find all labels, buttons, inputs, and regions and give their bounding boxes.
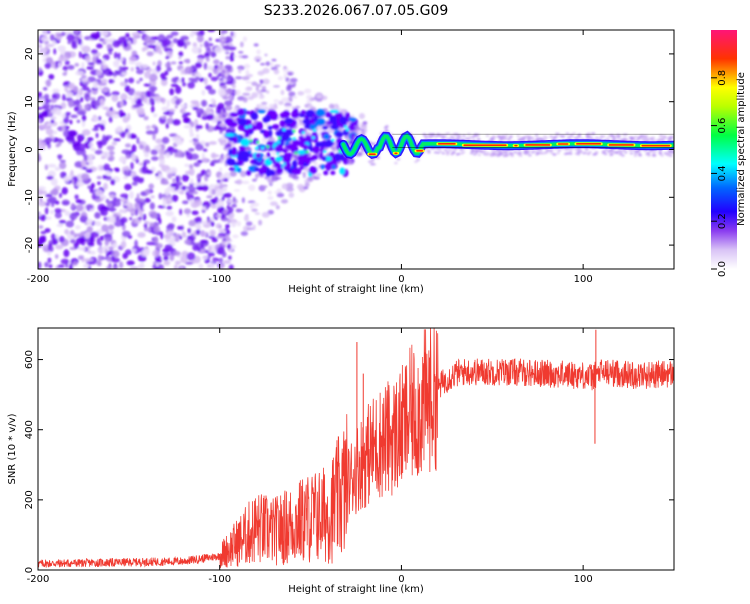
colorbar-gradient [711,30,737,269]
colorbar-tick-label: 0.0 [717,261,728,277]
spectrogram-x-tick-label: -200 [27,274,50,285]
colorbar-tick-label: 0.6 [717,118,728,134]
snr-y-tick-label: 0 [24,567,35,573]
snr-line [38,328,674,568]
colorbar-title: Normalized spectral amplitude [736,72,747,226]
spectrogram-x-tick-label: 100 [574,274,593,285]
snr-y-axis-title: SNR (10 * v/v) [7,413,18,484]
colorbar-tick-label: 0.4 [717,165,728,181]
colorbar-tick-label: 0.2 [717,213,728,229]
snr-y-tick-label: 400 [24,420,35,439]
snr-x-tick-label: -200 [27,574,50,585]
colorbar-ticks: 0.0 0.2 0.4 0.6 0.8 [711,70,728,277]
spectrogram-y-tick-label: 20 [24,48,35,61]
spectrogram-y-tick-label: -10 [24,189,35,205]
snr-y-tick-label: 200 [24,490,35,509]
snr-x-tick-label: -100 [208,574,231,585]
spectrogram-tone-band [338,130,674,160]
spectrogram-y-tick-label: 0 [24,146,35,152]
spectrogram-y-axis-title: Frequency (Hz) [7,111,18,187]
snr-x-tick-label: 100 [574,574,593,585]
spectrogram-y-tick-label: -20 [24,237,35,253]
snr-series [38,328,674,568]
spectrogram-y-tick-label: 10 [24,95,35,108]
snr-x-axis-title: Height of straight line (km) [288,584,424,595]
colorbar: 0.0 0.2 0.4 0.6 0.8 Normalized spectral ampl… [711,30,747,277]
chart-title: S233.2026.067.07.05.G09 [264,3,449,19]
spectrogram-x-tick-label: 0 [398,274,404,285]
spectrogram-image [38,30,674,269]
colorbar-tick-label: 0.8 [717,70,728,86]
snr-plot-area [38,328,674,570]
snr-x-tick-label: 0 [398,574,404,585]
snr-y-tick-label: 600 [24,350,35,369]
snr-axes: -200 -100 0 100 0 200 400 600 [24,328,674,585]
spectrogram-x-axis-title: Height of straight line (km) [288,284,424,295]
snr-panel: -200 -100 0 100 0 200 400 600 Height of straigh… [7,327,675,595]
snr-frame [37,327,675,571]
spectrogram-x-tick-label: -100 [208,274,231,285]
